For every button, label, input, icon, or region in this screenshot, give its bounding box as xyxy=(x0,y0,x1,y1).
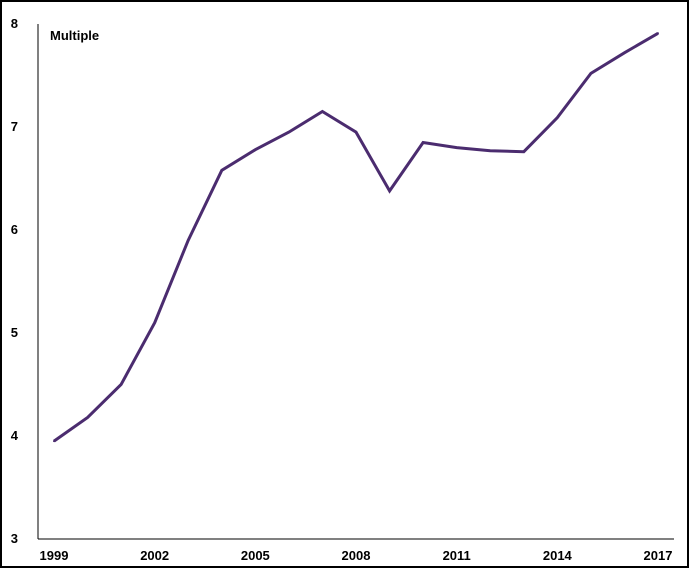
data-point-2003 xyxy=(187,239,190,242)
axes xyxy=(37,24,674,540)
data-point-2009 xyxy=(388,189,391,192)
x-tick-labels: 1999 2002 2005 2008 2011 2014 2017 xyxy=(40,548,673,563)
x-tick-label-1999: 1999 xyxy=(40,548,69,563)
y-tick-label-4: 4 xyxy=(11,428,19,443)
y-tick-labels: 3 4 5 6 7 8 xyxy=(11,16,19,546)
data-point-2011 xyxy=(455,146,458,149)
x-tick-label-2008: 2008 xyxy=(342,548,371,563)
data-point-2004 xyxy=(220,169,223,172)
data-point-2017 xyxy=(657,32,659,35)
x-tick-label-2011: 2011 xyxy=(443,548,471,563)
data-point-2007 xyxy=(321,110,324,113)
x-tick-label-2002: 2002 xyxy=(140,548,169,563)
x-tick-label-2005: 2005 xyxy=(241,548,270,563)
data-point-2012 xyxy=(489,149,492,152)
y-tick-label-6: 6 xyxy=(11,222,18,237)
series-line xyxy=(53,32,659,443)
data-point-2006 xyxy=(287,131,290,134)
y-tick-label-3: 3 xyxy=(11,531,18,546)
data-point-2005 xyxy=(254,148,257,151)
data-point-2010 xyxy=(422,141,425,144)
data-point-2008 xyxy=(355,131,357,134)
data-point-2002 xyxy=(153,321,156,324)
data-point-2000 xyxy=(86,416,89,419)
data-point-1999 xyxy=(53,440,55,443)
y-tick-label-5: 5 xyxy=(11,325,18,340)
y-axis-unit-label: Multiple xyxy=(50,28,99,43)
y-tick-label-7: 7 xyxy=(11,119,18,134)
data-point-2013 xyxy=(522,150,525,153)
series-layer xyxy=(53,32,659,443)
x-tick-label-2014: 2014 xyxy=(543,548,573,563)
data-point-2001 xyxy=(120,383,123,386)
x-tick-label-2017: 2017 xyxy=(644,548,673,563)
data-point-2016 xyxy=(623,51,626,54)
data-point-2014 xyxy=(556,116,559,119)
data-point-2015 xyxy=(589,72,592,75)
y-tick-label-8: 8 xyxy=(11,16,18,31)
